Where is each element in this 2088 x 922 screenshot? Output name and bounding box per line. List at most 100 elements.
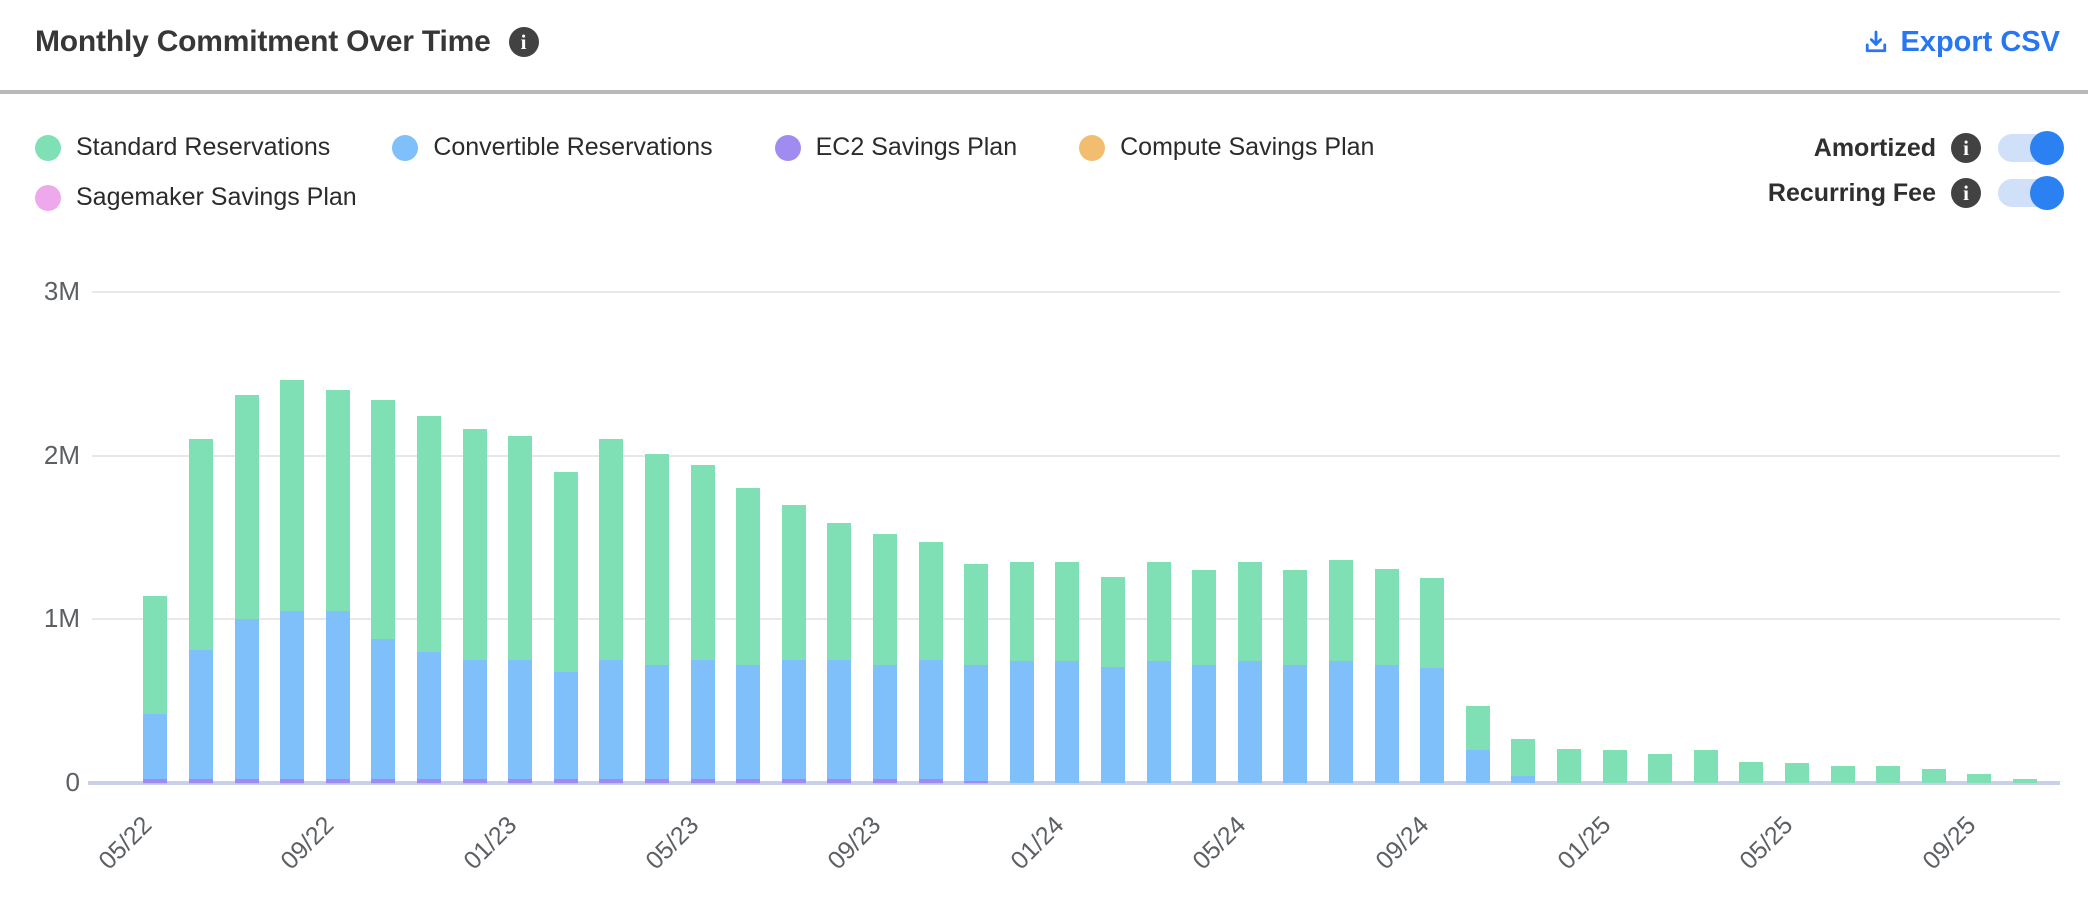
bar-06-24-standard-reservations[interactable] xyxy=(1283,570,1308,666)
bar-09-22-ec2-savings-plan[interactable] xyxy=(325,779,350,783)
bar-04-23-standard-reservations[interactable] xyxy=(645,453,669,666)
legend-item-convertible-reservations[interactable]: Convertible Reservations xyxy=(392,133,713,162)
bar-05-23-convertible-reservations[interactable] xyxy=(690,660,715,780)
bar-09-22-convertible-reservations[interactable] xyxy=(325,611,350,780)
recurring-fee-toggle[interactable] xyxy=(1998,176,2064,210)
bar-02-23-standard-reservations[interactable] xyxy=(553,471,578,672)
bar-11-23-ec2-savings-plan[interactable] xyxy=(964,780,989,783)
bar-12-22-standard-reservations[interactable] xyxy=(462,429,487,661)
bar-08-22-standard-reservations[interactable] xyxy=(280,380,305,612)
legend-item-standard-reservations[interactable]: Standard Reservations xyxy=(35,133,330,162)
bar-08-22-convertible-reservations[interactable] xyxy=(280,611,305,780)
bar-07-22-convertible-reservations[interactable] xyxy=(234,619,259,780)
bar-09-23-ec2-savings-plan[interactable] xyxy=(873,779,897,783)
bar-02-25-standard-reservations[interactable] xyxy=(1648,753,1673,783)
export-csv-button[interactable]: Export CSV xyxy=(1862,26,2060,59)
bar-11-24-convertible-reservations[interactable] xyxy=(1511,775,1536,783)
bar-10-22-ec2-savings-plan[interactable] xyxy=(371,779,396,783)
bar-06-22-standard-reservations[interactable] xyxy=(189,439,213,651)
bar-10-23-convertible-reservations[interactable] xyxy=(918,660,943,780)
bar-10-22-convertible-reservations[interactable] xyxy=(371,638,396,780)
recurring-fee-info-icon[interactable]: i xyxy=(1951,178,1981,208)
bar-04-25-standard-reservations[interactable] xyxy=(1739,761,1764,783)
bar-06-22-ec2-savings-plan[interactable] xyxy=(189,779,213,783)
bar-10-23-standard-reservations[interactable] xyxy=(918,542,943,661)
bar-01-23-convertible-reservations[interactable] xyxy=(508,660,533,780)
bar-03-24-standard-reservations[interactable] xyxy=(1146,562,1171,662)
bar-06-23-convertible-reservations[interactable] xyxy=(736,665,761,780)
bar-09-24-convertible-reservations[interactable] xyxy=(1420,668,1445,783)
bar-07-23-ec2-savings-plan[interactable] xyxy=(781,779,806,783)
bar-05-22-ec2-savings-plan[interactable] xyxy=(143,779,168,783)
amortized-info-icon[interactable]: i xyxy=(1951,133,1981,163)
bar-04-24-convertible-reservations[interactable] xyxy=(1192,665,1217,783)
bar-12-23-convertible-reservations[interactable] xyxy=(1009,661,1034,783)
bar-09-23-convertible-reservations[interactable] xyxy=(873,665,897,780)
bar-03-25-standard-reservations[interactable] xyxy=(1693,750,1718,783)
bar-10-24-standard-reservations[interactable] xyxy=(1465,706,1490,751)
bar-02-24-convertible-reservations[interactable] xyxy=(1101,666,1125,783)
bar-08-22-ec2-savings-plan[interactable] xyxy=(280,779,305,783)
bar-07-22-standard-reservations[interactable] xyxy=(234,395,259,620)
bar-04-23-ec2-savings-plan[interactable] xyxy=(645,779,669,783)
bar-06-23-standard-reservations[interactable] xyxy=(736,488,761,666)
bar-03-23-convertible-reservations[interactable] xyxy=(599,660,624,780)
bar-08-25-standard-reservations[interactable] xyxy=(1921,769,1946,783)
bar-04-23-convertible-reservations[interactable] xyxy=(645,665,669,780)
legend-item-sagemaker-savings-plan[interactable]: Sagemaker Savings Plan xyxy=(35,183,357,212)
bar-09-23-standard-reservations[interactable] xyxy=(873,534,897,666)
bar-07-22-ec2-savings-plan[interactable] xyxy=(234,779,259,783)
bar-03-24-convertible-reservations[interactable] xyxy=(1146,661,1171,783)
bar-02-23-ec2-savings-plan[interactable] xyxy=(553,779,578,783)
bar-07-25-standard-reservations[interactable] xyxy=(1876,765,1901,783)
bar-06-25-standard-reservations[interactable] xyxy=(1830,765,1855,783)
bar-10-23-ec2-savings-plan[interactable] xyxy=(918,779,943,783)
bar-03-23-standard-reservations[interactable] xyxy=(599,439,624,661)
bar-03-23-ec2-savings-plan[interactable] xyxy=(599,779,624,783)
bar-10-22-standard-reservations[interactable] xyxy=(371,399,396,639)
bar-01-24-convertible-reservations[interactable] xyxy=(1055,661,1080,783)
bar-10-25-standard-reservations[interactable] xyxy=(2013,778,2037,783)
bar-08-23-standard-reservations[interactable] xyxy=(827,522,852,661)
bar-06-23-ec2-savings-plan[interactable] xyxy=(736,779,761,783)
bar-12-22-ec2-savings-plan[interactable] xyxy=(462,779,487,783)
bar-11-22-convertible-reservations[interactable] xyxy=(417,652,441,780)
bar-08-24-convertible-reservations[interactable] xyxy=(1374,665,1399,783)
bar-05-22-standard-reservations[interactable] xyxy=(143,596,168,715)
bar-06-24-convertible-reservations[interactable] xyxy=(1283,665,1308,783)
bar-09-24-standard-reservations[interactable] xyxy=(1420,578,1445,669)
bar-05-24-convertible-reservations[interactable] xyxy=(1237,661,1262,783)
bar-11-24-standard-reservations[interactable] xyxy=(1511,738,1536,776)
bar-07-23-standard-reservations[interactable] xyxy=(781,504,806,661)
bar-04-24-standard-reservations[interactable] xyxy=(1192,570,1217,666)
bar-05-23-ec2-savings-plan[interactable] xyxy=(690,779,715,783)
legend-item-compute-savings-plan[interactable]: Compute Savings Plan xyxy=(1079,133,1374,162)
bar-05-22-convertible-reservations[interactable] xyxy=(143,714,168,780)
bar-02-23-convertible-reservations[interactable] xyxy=(553,671,578,780)
bar-06-22-convertible-reservations[interactable] xyxy=(189,650,213,780)
bar-12-24-standard-reservations[interactable] xyxy=(1557,748,1581,783)
bar-12-23-standard-reservations[interactable] xyxy=(1009,562,1034,662)
bar-07-23-convertible-reservations[interactable] xyxy=(781,660,806,780)
bar-01-23-ec2-savings-plan[interactable] xyxy=(508,779,533,783)
bar-02-24-standard-reservations[interactable] xyxy=(1101,576,1125,667)
legend-item-ec2-savings-plan[interactable]: EC2 Savings Plan xyxy=(774,133,1017,162)
amortized-toggle[interactable] xyxy=(1998,131,2064,165)
bar-07-24-standard-reservations[interactable] xyxy=(1329,560,1353,662)
bar-09-25-standard-reservations[interactable] xyxy=(1967,774,1992,783)
bar-09-22-standard-reservations[interactable] xyxy=(325,390,350,612)
bar-08-23-convertible-reservations[interactable] xyxy=(827,660,852,780)
bar-10-24-convertible-reservations[interactable] xyxy=(1465,750,1490,783)
bar-05-24-standard-reservations[interactable] xyxy=(1237,562,1262,662)
bar-11-22-ec2-savings-plan[interactable] xyxy=(417,779,441,783)
bar-08-24-standard-reservations[interactable] xyxy=(1374,568,1399,666)
bar-11-23-convertible-reservations[interactable] xyxy=(964,665,989,781)
bar-08-23-ec2-savings-plan[interactable] xyxy=(827,779,852,783)
bar-07-24-convertible-reservations[interactable] xyxy=(1329,661,1353,783)
bar-12-22-convertible-reservations[interactable] xyxy=(462,660,487,780)
bar-05-25-standard-reservations[interactable] xyxy=(1785,763,1809,783)
bar-11-22-standard-reservations[interactable] xyxy=(417,416,441,653)
bar-01-24-standard-reservations[interactable] xyxy=(1055,562,1080,662)
bar-01-25-standard-reservations[interactable] xyxy=(1602,750,1627,783)
bar-11-23-standard-reservations[interactable] xyxy=(964,563,989,666)
